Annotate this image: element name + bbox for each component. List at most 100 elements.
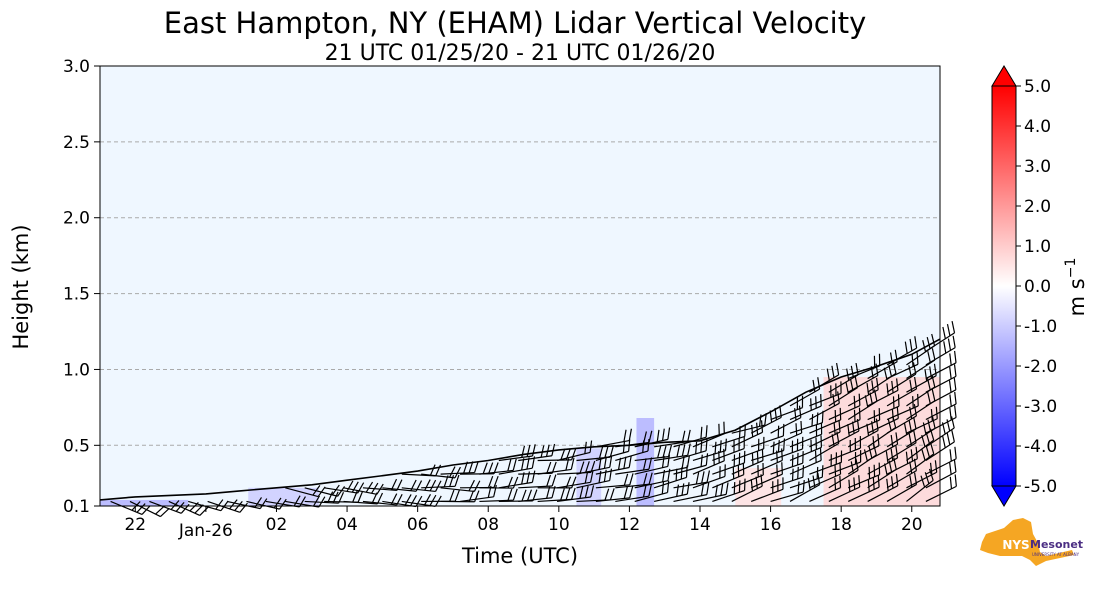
wind-barb [595, 455, 632, 475]
nys-mesonet-logo: NYS Mesonet UNIVERSITY AT ALBANY [980, 518, 1083, 566]
wind-barb [673, 470, 711, 489]
wind-barb [692, 464, 726, 489]
wind-barb [886, 336, 918, 366]
wind-barb [731, 448, 764, 475]
wind-barb [556, 440, 593, 462]
x-tick-label: 20 [901, 515, 923, 535]
wind-barb [673, 453, 709, 475]
wind-barb [576, 455, 613, 475]
wind-barb [712, 436, 745, 462]
wind-barb [867, 432, 899, 462]
wind-barb [751, 438, 786, 462]
chart-subtitle: 21 UTC 01/25/20 - 21 UTC 01/26/20 [325, 41, 716, 66]
colorbar-min-extension [991, 485, 1017, 507]
wind-barb [906, 460, 938, 489]
wind-barb [925, 364, 957, 393]
wind-barb [518, 443, 556, 462]
chart-title: East Hampton, NY (EHAM) Lidar Vertical V… [164, 6, 867, 40]
colorbar-label-exponent: −1 [1063, 258, 1079, 279]
colorbar-tick-label: 4.0 [1024, 117, 1051, 137]
wind-barb [634, 444, 673, 462]
colorbar-tick-label: -3.0 [1024, 397, 1057, 417]
colorbar-ticks: 5.0 4.0 3.0 2.0 1.0 0.0 -1.0 -2.0 -3.0 -4.0 -5.0 [1016, 77, 1057, 497]
colorbar-tick-label: 0.0 [1024, 277, 1051, 297]
wind-barb [634, 454, 671, 475]
wind-barb [459, 462, 499, 475]
wind-barb [925, 391, 957, 421]
wind-barb [770, 465, 805, 489]
wind-barb [129, 500, 170, 518]
wind-barb [925, 474, 957, 502]
colorbar-tick-label: 3.0 [1024, 157, 1051, 177]
logo-text-side: Mesonet [1030, 538, 1083, 551]
wind-barb [634, 427, 671, 448]
wind-barb [886, 417, 917, 448]
wind-barb [712, 478, 746, 503]
wind-barb [595, 473, 634, 489]
logo-text-main: NYS [1002, 538, 1029, 552]
wind-barb [673, 482, 710, 503]
x-tick-label: 14 [689, 515, 711, 535]
plot-frame [99, 65, 941, 507]
data-top-contour [99, 338, 941, 501]
wind-barb [421, 466, 461, 479]
wind-barb [770, 395, 804, 421]
wind-barb [925, 459, 957, 489]
wind-barb [809, 420, 841, 448]
colorbar-tick-label: -2.0 [1024, 357, 1057, 377]
colorbar-tick-label: -4.0 [1024, 437, 1057, 457]
wind-barb [925, 350, 957, 380]
wind-barb [615, 457, 653, 475]
y-tick-label: 2.5 [63, 133, 90, 153]
x-tick-label: 10 [548, 515, 570, 535]
wind-barb [770, 451, 804, 475]
wind-barb [518, 474, 557, 489]
wind-barb [809, 362, 840, 393]
wind-barb [906, 406, 938, 434]
colorbar-tick-label: -1.0 [1024, 317, 1057, 337]
colorbar: 5.0 4.0 3.0 2.0 1.0 0.0 -1.0 -2.0 -3.0 -4.0 -5.0 m… [991, 65, 1089, 507]
wind-barb [401, 479, 442, 493]
wind-barb [537, 448, 577, 462]
y-tick-label: 2.0 [63, 209, 90, 229]
wind-barb [692, 421, 725, 448]
wind-barb [479, 488, 518, 503]
wind-barb [440, 460, 479, 475]
wind-barb [654, 443, 691, 462]
x-tick-label: Jan-26 [178, 521, 233, 541]
y-axis: 0.1 0.5 1.0 1.5 2.0 2.5 3.0 [63, 57, 100, 517]
x-tick-label: 18 [830, 515, 852, 535]
wind-barb [809, 462, 842, 489]
wind-barb [653, 455, 690, 475]
wind-barb [556, 470, 594, 489]
wind-barb [848, 353, 881, 380]
colorbar-tick-label: 5.0 [1024, 77, 1051, 97]
y-tick-label: 1.5 [63, 285, 90, 305]
wind-barb [479, 458, 517, 475]
colorbar-tick-label: 2.0 [1024, 197, 1051, 217]
wind-barb [750, 462, 783, 489]
x-tick-label: 16 [760, 515, 782, 535]
wind-barb [867, 473, 899, 502]
colorbar-tick-label: 1.0 [1024, 237, 1051, 257]
wind-barb [615, 430, 653, 448]
wind-barb [789, 394, 822, 421]
data-contours [99, 338, 941, 501]
y-tick-label: 0.5 [63, 436, 90, 456]
y-axis-label: Height (km) [9, 224, 33, 349]
grid-lines [100, 141, 940, 446]
wind-barb [789, 465, 824, 489]
x-tick-label: 06 [407, 515, 429, 535]
wind-barb [712, 450, 746, 475]
y-tick-label: 3.0 [63, 57, 90, 77]
wind-barb [828, 375, 859, 407]
wind-barb [867, 378, 899, 407]
y-tick-label: 1.0 [63, 360, 90, 380]
wind-barb [615, 484, 652, 503]
wind-barbs [110, 321, 957, 518]
wind-barb [595, 486, 634, 503]
wind-barb [362, 478, 403, 492]
wind-barb [556, 485, 595, 503]
nys-state-shape [980, 518, 1074, 566]
